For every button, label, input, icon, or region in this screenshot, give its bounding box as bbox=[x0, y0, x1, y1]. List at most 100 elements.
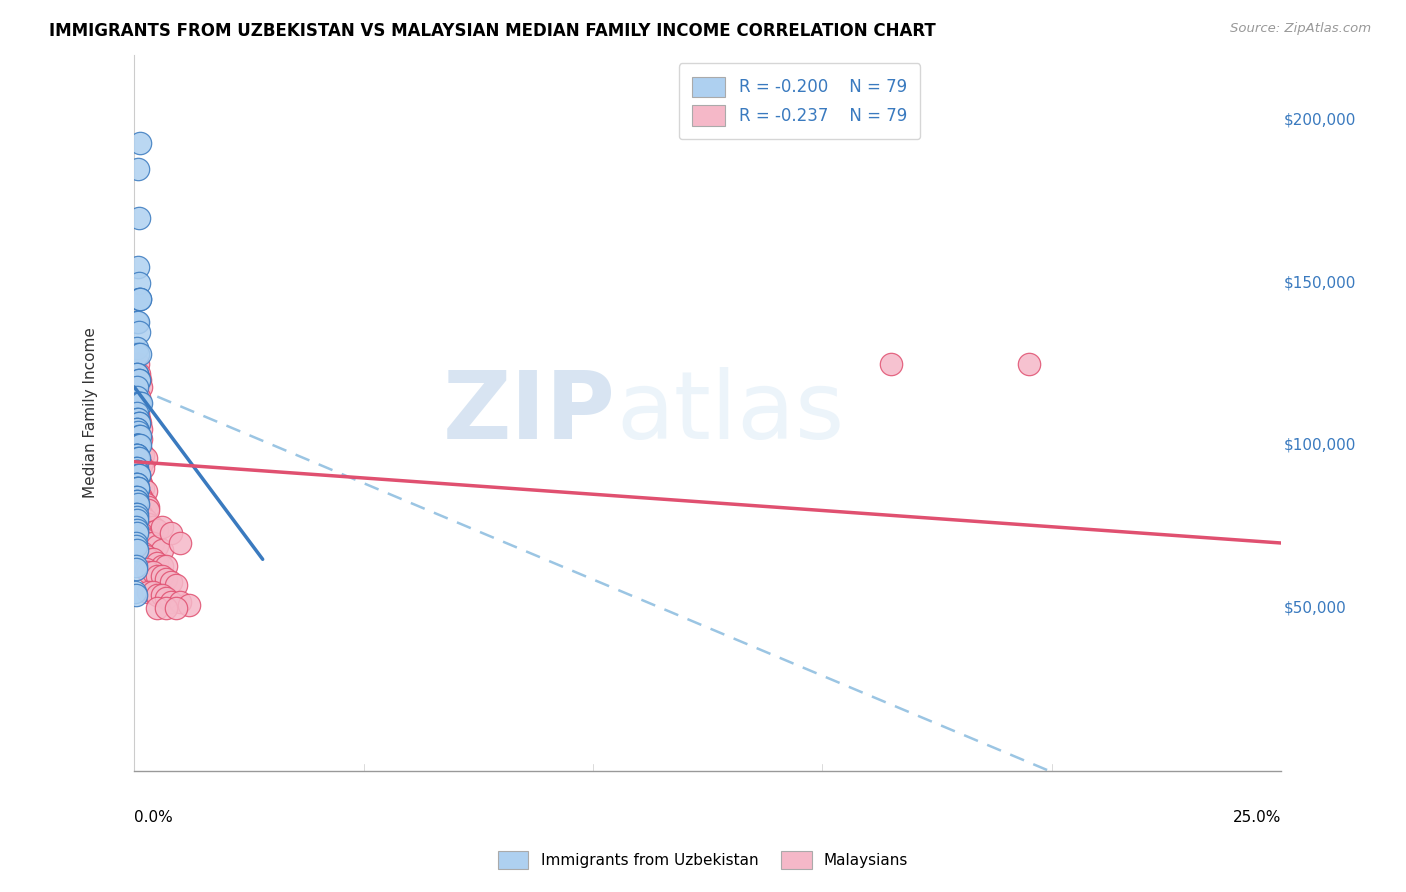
Point bbox=[127, 455, 149, 469]
Point bbox=[129, 477, 152, 491]
Point bbox=[127, 448, 149, 462]
Point bbox=[127, 315, 149, 329]
Point bbox=[125, 448, 148, 462]
Point bbox=[125, 422, 148, 436]
Point bbox=[125, 380, 148, 394]
Point bbox=[135, 562, 157, 576]
Point bbox=[132, 461, 155, 475]
Point bbox=[125, 526, 148, 541]
Point bbox=[179, 598, 201, 612]
Point bbox=[142, 552, 165, 566]
Point bbox=[146, 556, 169, 570]
Point bbox=[127, 481, 149, 495]
Point bbox=[135, 483, 157, 498]
Point bbox=[127, 493, 149, 508]
Point bbox=[142, 584, 165, 599]
Point bbox=[150, 520, 173, 534]
Point bbox=[124, 588, 146, 602]
Text: $150,000: $150,000 bbox=[1284, 276, 1355, 290]
Point bbox=[155, 601, 177, 615]
Text: Median Family Income: Median Family Income bbox=[83, 327, 98, 499]
Point bbox=[125, 491, 148, 505]
Point bbox=[125, 477, 148, 491]
Point bbox=[128, 373, 150, 387]
Point bbox=[155, 591, 177, 606]
Point bbox=[128, 325, 150, 339]
Point bbox=[165, 601, 187, 615]
Point bbox=[169, 594, 191, 608]
Point bbox=[128, 412, 150, 426]
Text: 0.0%: 0.0% bbox=[134, 810, 173, 825]
Point bbox=[127, 438, 149, 452]
Point bbox=[124, 584, 146, 599]
Point bbox=[125, 523, 148, 537]
Point bbox=[136, 503, 159, 517]
Text: $200,000: $200,000 bbox=[1284, 112, 1355, 128]
Point bbox=[129, 136, 152, 150]
Text: Source: ZipAtlas.com: Source: ZipAtlas.com bbox=[1230, 22, 1371, 36]
Point bbox=[129, 292, 152, 306]
Point bbox=[125, 465, 148, 479]
Point bbox=[128, 396, 150, 410]
Point bbox=[1018, 357, 1040, 371]
Point bbox=[132, 529, 155, 543]
Point bbox=[125, 507, 148, 521]
Point bbox=[129, 380, 152, 394]
Point bbox=[136, 500, 159, 515]
Point bbox=[142, 520, 165, 534]
Legend: R = -0.200    N = 79, R = -0.237    N = 79: R = -0.200 N = 79, R = -0.237 N = 79 bbox=[679, 63, 921, 139]
Point bbox=[146, 523, 169, 537]
Point bbox=[136, 552, 159, 566]
Point bbox=[127, 412, 149, 426]
Point bbox=[135, 451, 157, 466]
Point bbox=[128, 276, 150, 290]
Point bbox=[125, 562, 148, 576]
Point bbox=[129, 438, 152, 452]
Point bbox=[128, 428, 150, 442]
Point bbox=[127, 425, 149, 440]
Point bbox=[127, 341, 149, 355]
Point bbox=[124, 558, 146, 573]
Point bbox=[127, 357, 149, 371]
Point bbox=[128, 367, 150, 381]
Point bbox=[128, 442, 150, 456]
Point bbox=[160, 526, 183, 541]
Point bbox=[127, 465, 149, 479]
Point bbox=[880, 357, 903, 371]
Point bbox=[127, 347, 149, 361]
Point bbox=[125, 438, 148, 452]
Point bbox=[127, 396, 149, 410]
Point bbox=[128, 292, 150, 306]
Point bbox=[125, 461, 148, 475]
Point bbox=[129, 526, 152, 541]
Text: $50,000: $50,000 bbox=[1284, 600, 1347, 615]
Point bbox=[125, 493, 148, 508]
Point bbox=[129, 458, 152, 472]
Point bbox=[125, 461, 148, 475]
Point bbox=[132, 448, 155, 462]
Point bbox=[127, 451, 149, 466]
Point bbox=[128, 292, 150, 306]
Point bbox=[146, 588, 169, 602]
Point bbox=[128, 471, 150, 485]
Text: ZIP: ZIP bbox=[443, 367, 616, 458]
Point bbox=[146, 601, 169, 615]
Point bbox=[125, 542, 148, 557]
Point bbox=[125, 390, 148, 404]
Point bbox=[128, 373, 150, 387]
Point bbox=[124, 520, 146, 534]
Point bbox=[129, 422, 152, 436]
Point bbox=[127, 438, 149, 452]
Point bbox=[127, 438, 149, 452]
Point bbox=[150, 542, 173, 557]
Point bbox=[127, 438, 149, 452]
Point bbox=[125, 477, 148, 491]
Point bbox=[135, 497, 157, 511]
Point bbox=[136, 584, 159, 599]
Point bbox=[128, 455, 150, 469]
Point bbox=[128, 396, 150, 410]
Point bbox=[155, 572, 177, 586]
Point bbox=[125, 539, 148, 553]
Point bbox=[135, 513, 157, 527]
Point bbox=[129, 396, 152, 410]
